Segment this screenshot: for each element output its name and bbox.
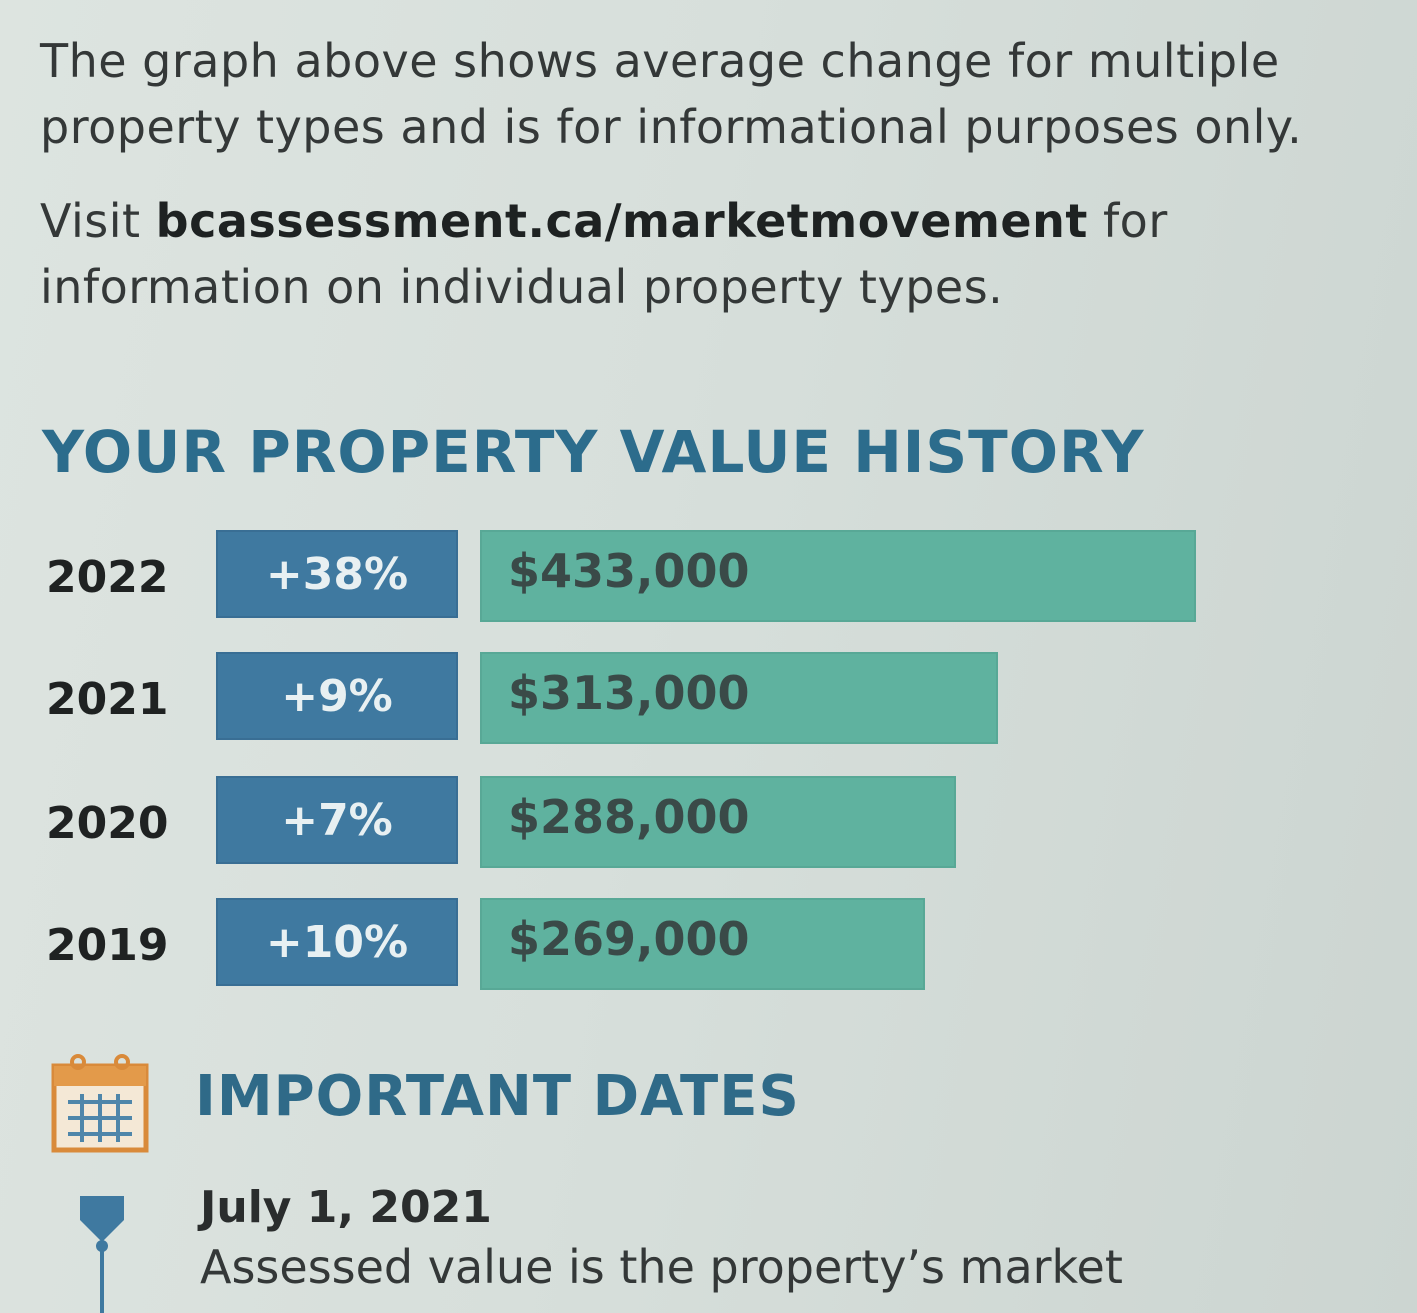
calendar-icon [51,1054,149,1153]
value-history-row: 2022 +38% $433,000 [0,530,1417,622]
intro-text: The graph above shows average change for… [40,28,1340,320]
value-bar: $269,000 [480,898,925,990]
important-dates-title: IMPORTANT DATES [195,1064,800,1129]
timeline-pin-icon [80,1196,124,1313]
percent-change-badge: +10% [216,898,458,986]
year-label: 2020 [46,798,169,849]
visit-prefix: Visit [40,194,156,248]
value-bar: $288,000 [480,776,956,868]
important-date-description: Assessed value is the property’s market [200,1240,1123,1294]
year-label: 2022 [46,552,169,603]
value-bar: $433,000 [480,530,1196,622]
value-bar: $313,000 [480,652,998,744]
percent-change-badge: +38% [216,530,458,618]
intro-paragraph: The graph above shows average change for… [40,34,1303,154]
percent-change-badge: +7% [216,776,458,864]
visit-paragraph: Visit bcassessment.ca/marketmovement for… [40,188,1340,320]
market-movement-link[interactable]: bcassessment.ca/marketmovement [155,194,1088,248]
value-label: $269,000 [508,912,750,966]
value-label: $288,000 [508,790,750,844]
value-history-row: 2021 +9% $313,000 [0,652,1417,744]
value-history-row: 2019 +10% $269,000 [0,898,1417,990]
year-label: 2019 [46,920,169,971]
property-value-history-title: YOUR PROPERTY VALUE HISTORY [42,418,1145,486]
value-label: $433,000 [508,544,750,598]
value-history-row: 2020 +7% $288,000 [0,776,1417,868]
value-label: $313,000 [508,666,750,720]
year-label: 2021 [46,674,169,725]
important-date-heading: July 1, 2021 [200,1182,492,1233]
percent-change-badge: +9% [216,652,458,740]
visit-suffix: for information on individual property t… [40,194,1168,314]
